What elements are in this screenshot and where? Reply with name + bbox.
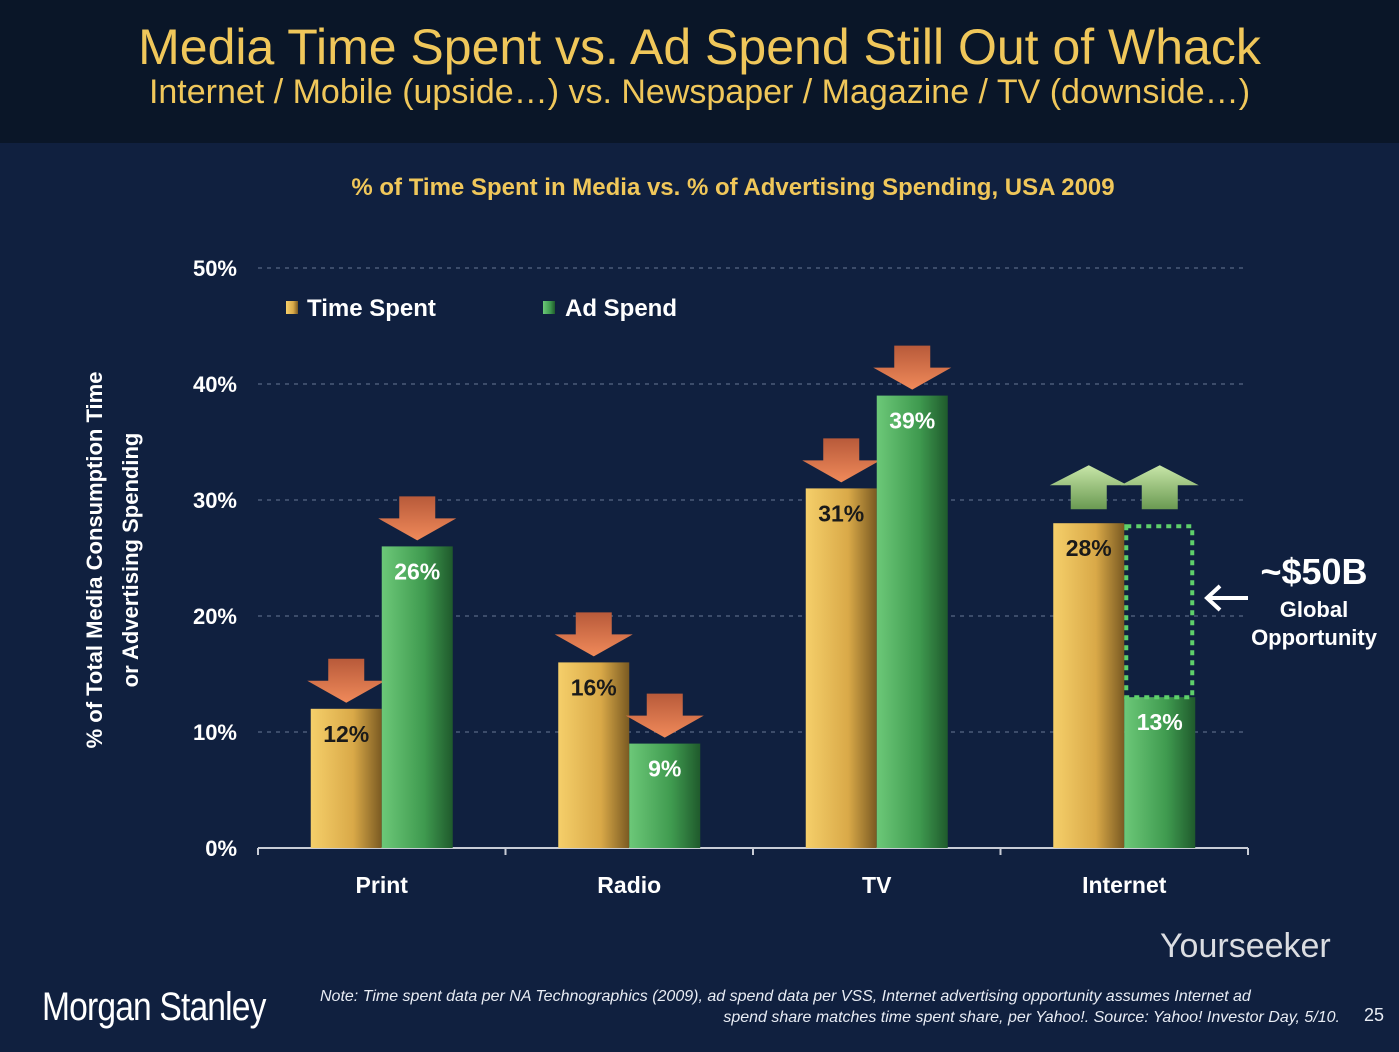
down-arrow-icon (554, 612, 633, 657)
bar-time-spent (558, 662, 630, 848)
down-arrow-icon (307, 658, 386, 703)
bar-time-spent (1053, 523, 1125, 848)
y-tick-label: 20% (193, 604, 237, 629)
y-tick-label: 40% (193, 372, 237, 397)
y-axis-label-line2: or Advertising Spending (118, 433, 143, 688)
left-arrow-icon (1204, 584, 1248, 612)
x-tick-label: TV (862, 872, 892, 898)
watermark: Yourseeker (1160, 927, 1331, 965)
data-label: 9% (648, 756, 681, 782)
x-tick-label: Internet (1082, 872, 1167, 898)
opportunity-gap-box (1124, 524, 1195, 700)
bar-ad-spend (381, 546, 453, 848)
data-label: 16% (571, 674, 617, 700)
bar-ad-spend (629, 743, 701, 848)
bar-time-spent (805, 488, 877, 848)
x-tick-label: Radio (597, 872, 661, 898)
y-tick-label: 50% (193, 256, 237, 281)
bar-ad-spend (1124, 697, 1196, 848)
up-arrow-icon (1120, 465, 1199, 510)
footnote: Note: Time spent data per NA Technograph… (320, 986, 1340, 1028)
legend-swatch-ad-spend (543, 301, 555, 314)
bar-group-tv: 31% 39% TV (802, 345, 952, 898)
opportunity-annotation: ~$50B Global Opportunity (1204, 551, 1378, 650)
y-tick-label: 30% (193, 488, 237, 513)
opportunity-line1: Global (1280, 597, 1348, 622)
bar-group-radio: 16% 9% Radio (554, 612, 704, 898)
bar-group-internet: 28% 13% Internet (1049, 465, 1199, 898)
down-arrow-icon (625, 693, 704, 738)
down-arrow-icon (802, 438, 881, 483)
legend-swatch-time-spent (286, 301, 298, 314)
data-label: 28% (1066, 535, 1112, 561)
footnote-line1: Note: Time spent data per NA Technograph… (320, 988, 1251, 1005)
bar-ad-spend (876, 395, 948, 848)
opportunity-amount: ~$50B (1260, 551, 1367, 592)
slide-title: Media Time Spent vs. Ad Spend Still Out … (138, 19, 1261, 75)
y-tick-label: 10% (193, 720, 237, 745)
up-arrow-icon (1049, 465, 1128, 510)
bar-group-print: 12% 26% Print (307, 496, 457, 898)
slide-subtitle: Internet / Mobile (upside…) vs. Newspape… (148, 73, 1251, 111)
y-axis-label-line1: % of Total Media Consumption Time (82, 372, 107, 749)
slide-header: Media Time Spent vs. Ad Spend Still Out … (0, 0, 1399, 143)
morgan-stanley-logo: Morgan Stanley (42, 985, 266, 1029)
footnote-line2: spend share matches time spent share, pe… (723, 1009, 1340, 1026)
y-tick-label: 0% (205, 836, 237, 861)
data-label: 13% (1137, 709, 1183, 735)
down-arrow-icon (378, 496, 457, 541)
data-label: 26% (394, 558, 440, 584)
page-number: 25 (1364, 1005, 1385, 1025)
data-label: 12% (323, 721, 369, 747)
bar-time-spent (310, 708, 382, 848)
data-label: 39% (889, 408, 935, 434)
down-arrow-icon (873, 345, 952, 390)
x-tick-label: Print (356, 872, 409, 898)
legend-label-time-spent: Time Spent (307, 295, 436, 322)
opportunity-line2: Opportunity (1251, 625, 1378, 650)
data-label: 31% (818, 500, 864, 526)
legend-label-ad-spend: Ad Spend (565, 295, 677, 322)
chart-title: % of Time Spent in Media vs. % of Advert… (351, 174, 1114, 201)
